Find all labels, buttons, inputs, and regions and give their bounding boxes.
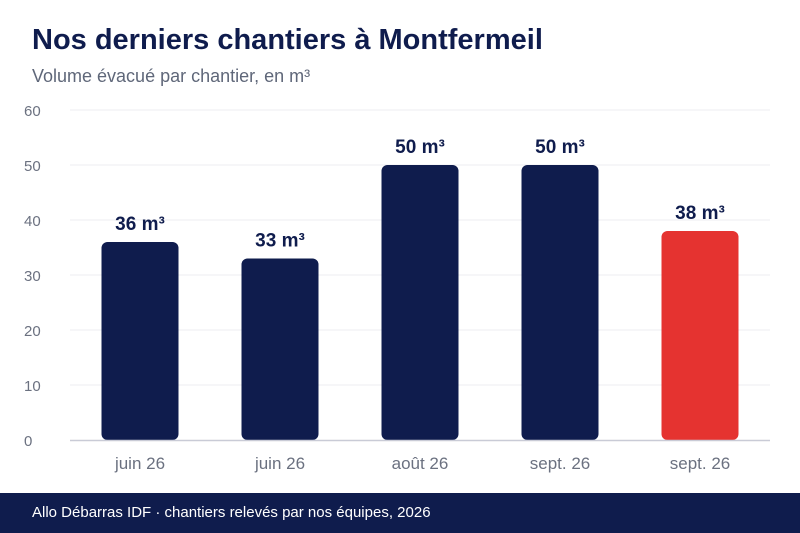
bar-3: [381, 165, 459, 440]
y-tick-label: 40: [24, 213, 41, 230]
data-label-5: 38 m³: [675, 203, 725, 224]
bar-4: [521, 165, 599, 440]
bars: [101, 165, 739, 440]
footer-source: Allo Débarras IDF · chantiers relevés pa…: [32, 504, 431, 521]
x-tick-label-4: sept. 26: [530, 454, 591, 473]
bar-5: [661, 231, 739, 440]
bar-2: [241, 258, 319, 440]
data-label-2: 33 m³: [255, 231, 305, 252]
x-tick-label-1: juin 26: [114, 454, 165, 473]
footer-bar: Allo Débarras IDF · chantiers relevés pa…: [0, 493, 800, 533]
bar-1: [101, 242, 179, 440]
data-label-1: 36 m³: [115, 214, 165, 235]
page-title: Nos derniers chantiers à Montfermeil: [32, 24, 543, 56]
x-tick-label-5: sept. 26: [670, 454, 731, 473]
data-label-3: 50 m³: [395, 137, 445, 158]
page-subtitle: Volume évacué par chantier, en m³: [32, 66, 311, 86]
data-label-4: 50 m³: [535, 137, 585, 158]
y-tick-label: 60: [24, 103, 41, 120]
x-tick-label-3: août 26: [392, 454, 449, 473]
x-axis-ticks: juin 26 juin 26 août 26 sept. 26 sept. 26: [114, 454, 730, 473]
y-tick-label: 50: [24, 158, 41, 175]
y-tick-label: 0: [24, 433, 32, 450]
x-tick-label-2: juin 26: [254, 454, 305, 473]
y-tick-label: 10: [24, 378, 41, 395]
data-labels: 36 m³ 33 m³ 50 m³ 50 m³ 38 m³: [115, 137, 725, 252]
y-tick-label: 20: [24, 323, 41, 340]
y-tick-label: 30: [24, 268, 41, 285]
y-axis-ticks: 0 10 20 30 40 50 60: [24, 103, 41, 450]
